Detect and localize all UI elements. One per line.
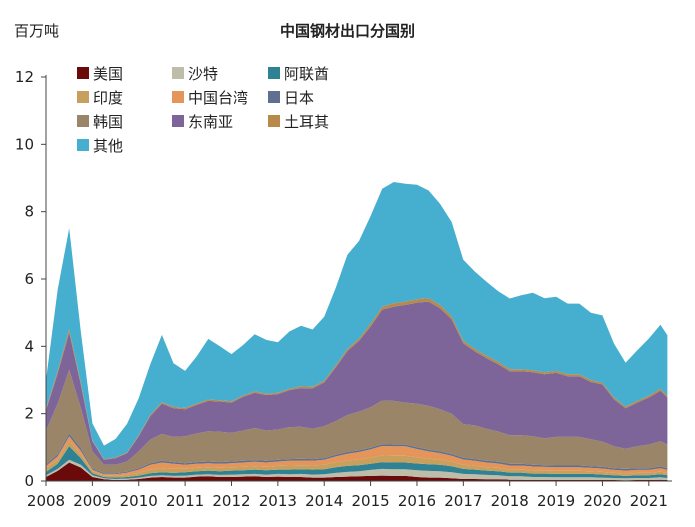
x-tick-label: 2010	[120, 492, 158, 510]
x-tick-label: 2009	[73, 492, 111, 510]
x-tick-label: 2008	[27, 492, 65, 510]
y-tick-label: 6	[24, 270, 34, 288]
y-tick-label: 8	[24, 203, 34, 221]
legend-swatch	[172, 67, 184, 79]
legend-label: 日本	[284, 89, 314, 107]
legend-label: 美国	[93, 65, 123, 83]
legend-label: 土耳其	[284, 113, 329, 131]
legend-swatch	[172, 91, 184, 103]
area-series-1	[46, 459, 668, 481]
y-axis-unit: 百万吨	[14, 22, 60, 40]
legend-swatch	[268, 115, 280, 127]
x-tick-label: 2013	[259, 492, 297, 510]
x-tick-label: 2011	[166, 492, 204, 510]
y-tick-label: 10	[15, 135, 34, 153]
legend-swatch	[77, 139, 89, 151]
x-tick-label: 2016	[398, 492, 436, 510]
area-series-0	[46, 462, 668, 481]
area-series-4	[46, 436, 668, 476]
legend-label: 东南亚	[188, 113, 233, 131]
legend-swatch	[268, 67, 280, 79]
area-series-9	[46, 182, 668, 460]
x-tick-label: 2012	[212, 492, 250, 510]
y-tick-label: 4	[24, 337, 34, 355]
y-tick-label: 12	[15, 68, 34, 86]
legend-label: 其他	[93, 137, 123, 155]
x-tick-label: 2018	[491, 492, 529, 510]
area-series-7	[46, 301, 668, 465]
legend-swatch	[77, 115, 89, 127]
legend-swatch	[268, 91, 280, 103]
legend-swatch	[77, 67, 89, 79]
legend-label: 韩国	[93, 113, 123, 131]
x-tick-label: 2019	[537, 492, 575, 510]
chart-title: 中国钢材出口分国别	[279, 22, 415, 40]
legend-label: 印度	[93, 89, 123, 107]
y-tick-label: 0	[24, 472, 34, 490]
area-series-3	[46, 441, 668, 478]
legend-swatch	[172, 115, 184, 127]
x-tick-label: 2014	[305, 492, 343, 510]
x-tick-label: 2021	[630, 492, 668, 510]
legend-label: 中国台湾	[188, 89, 248, 107]
area-series-2	[46, 446, 668, 479]
area-series-6	[46, 369, 668, 474]
x-tick-label: 2020	[583, 492, 621, 510]
legend-label: 阿联酋	[284, 65, 329, 83]
legend-label: 沙特	[188, 65, 218, 83]
area-series-5	[46, 433, 668, 475]
x-tick-label: 2015	[351, 492, 389, 510]
legend-swatch	[77, 91, 89, 103]
y-tick-label: 2	[24, 405, 34, 423]
x-tick-label: 2017	[444, 492, 482, 510]
